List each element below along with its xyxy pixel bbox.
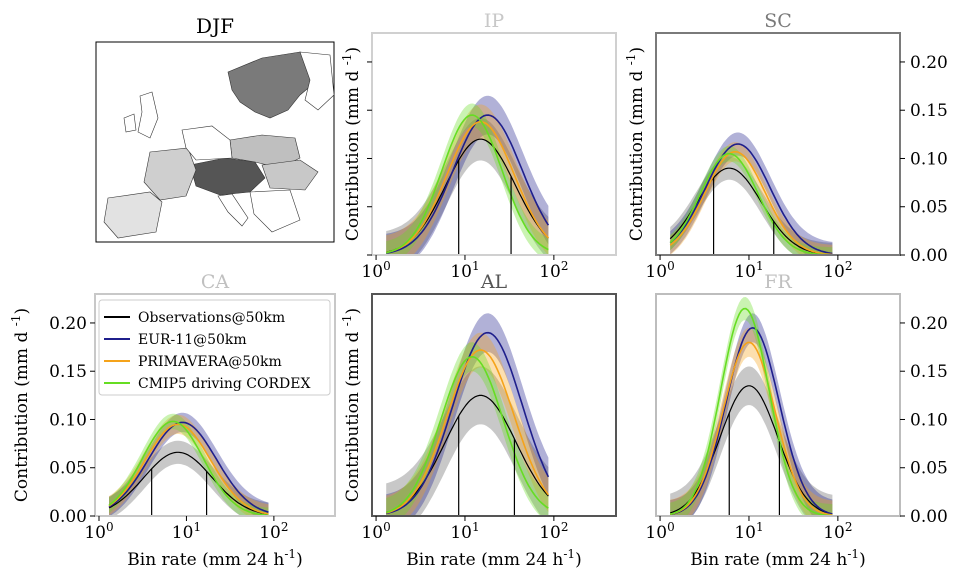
band-observations-50km [670, 366, 833, 516]
y-tick-label: 0.10 [49, 410, 87, 430]
x-tick-label: 102 [823, 520, 852, 543]
y-tick-label: 0.00 [910, 507, 948, 527]
x-tick-label: 101 [734, 520, 763, 543]
x-tick-label: 102 [539, 520, 568, 543]
y-tick-label: 0.10 [910, 149, 948, 169]
line-cmip5-driving-cordex [385, 114, 549, 254]
x-tick-label: 100 [645, 259, 674, 282]
band-eur-11-50km [386, 313, 549, 516]
panel-title: CA [201, 271, 230, 293]
panel-title: IP [484, 10, 505, 32]
y-tick-label: 0.10 [910, 410, 948, 430]
line-primavera-50km [108, 423, 269, 515]
season-title: DJF [196, 14, 234, 38]
y-axis-label: Contribution (mm d -1) [624, 47, 647, 241]
line-eur-11-50km [386, 114, 550, 254]
x-axis-label: Bin rate (mm 24 h-1) [127, 547, 302, 570]
x-tick-label: 102 [823, 259, 852, 282]
band-eur-11-50km [670, 313, 833, 516]
panel-sc: SC 100 101 102 0.00 0.05 0.10 0.15 0.20 Contribut… [624, 10, 948, 282]
legend-label: CMIP5 driving CORDEX [138, 376, 310, 392]
panel-al: AL 100 101 102 Contribution (mm d -1) Bin rat… [340, 271, 617, 570]
y-tick-label: 0.20 [910, 53, 948, 73]
band-cmip5-driving-cordex [670, 297, 833, 516]
y-tick-label: 0.15 [910, 101, 948, 121]
line-cmip5-driving-cordex [670, 307, 833, 516]
x-tick-label: 101 [450, 520, 479, 543]
line-cmip5-driving-cordex [669, 152, 833, 255]
y-tick-label: 0.20 [910, 314, 948, 334]
y-tick-label: 0.05 [910, 459, 948, 479]
x-tick-label: 100 [361, 259, 390, 282]
line-eur-11-50km [669, 143, 833, 255]
x-tick-label: 100 [84, 520, 113, 543]
band-primavera-50km [670, 327, 833, 516]
y-tick-label: 0.15 [910, 362, 948, 382]
line-primavera-50km [386, 121, 549, 254]
y-tick-label: 0.05 [49, 459, 87, 479]
panel-frame [371, 293, 617, 517]
x-tick-label: 102 [259, 520, 288, 543]
x-axis-label: Bin rate (mm 24 h-1) [690, 547, 865, 570]
y-axis-label: Contribution (mm d -1) [340, 47, 363, 241]
legend-label: EUR-11@50km [138, 332, 247, 348]
y-axis-label: Contribution (mm d -1) [9, 308, 32, 502]
y-axis-label: Contribution (mm d -1) [340, 308, 363, 502]
legend: Observations@50km EUR-11@50km PRIMAVERA@50… [98, 299, 331, 396]
y-tick-label: 0.00 [49, 507, 87, 527]
line-primavera-50km [670, 341, 833, 516]
line-observations-50km [670, 385, 833, 515]
panel-frame [371, 32, 617, 256]
panel-title: FR [764, 271, 792, 293]
line-cmip5-driving-cordex [108, 420, 269, 516]
panel-title: AL [480, 271, 508, 293]
x-tick-label: 101 [172, 520, 201, 543]
panel-frame [94, 293, 336, 517]
x-tick-label: 101 [450, 259, 479, 282]
x-tick-label: 102 [539, 259, 568, 282]
panel-title: SC [764, 10, 792, 32]
y-tick-label: 0.20 [49, 314, 87, 334]
map-region-sc [227, 51, 323, 119]
line-primavera-50km [669, 150, 833, 255]
line-primavera-50km [385, 349, 550, 514]
y-tick-label: 0.00 [910, 246, 948, 266]
x-tick-label: 100 [361, 520, 390, 543]
map-region-ip [103, 191, 163, 239]
band-primavera-50km [109, 414, 269, 516]
x-tick-label: 101 [734, 259, 763, 282]
legend-label: PRIMAVERA@50km [138, 354, 282, 370]
x-axis-label: Bin rate (mm 24 h-1) [406, 547, 581, 570]
region-map [95, 41, 335, 243]
panel-frame [655, 293, 901, 517]
line-observations-50km [108, 451, 269, 515]
x-tick-label: 100 [645, 520, 674, 543]
panel-fr: FR 100 101 102 0.00 0.05 0.10 0.15 0.20 Bin rate … [645, 271, 947, 570]
y-tick-label: 0.15 [49, 362, 87, 382]
y-tick-label: 0.05 [910, 198, 948, 218]
map-region-al [189, 157, 266, 196]
band-cmip5-driving-cordex [109, 413, 269, 516]
line-cmip5-driving-cordex [385, 355, 549, 514]
line-eur-11-50km [108, 421, 269, 513]
legend-label: Observations@50km [138, 310, 285, 326]
panel-frame [655, 32, 901, 256]
line-eur-11-50km [670, 326, 833, 516]
band-eur-11-50km [670, 132, 833, 255]
panel-ca: CA 100 101 102 0.00 0.05 0.10 0.15 0.20 Contribut… [9, 271, 336, 570]
panel-ip: IP 100 101 102 Contribution (mm d -1) [340, 10, 617, 282]
line-observations-50km [386, 394, 549, 513]
